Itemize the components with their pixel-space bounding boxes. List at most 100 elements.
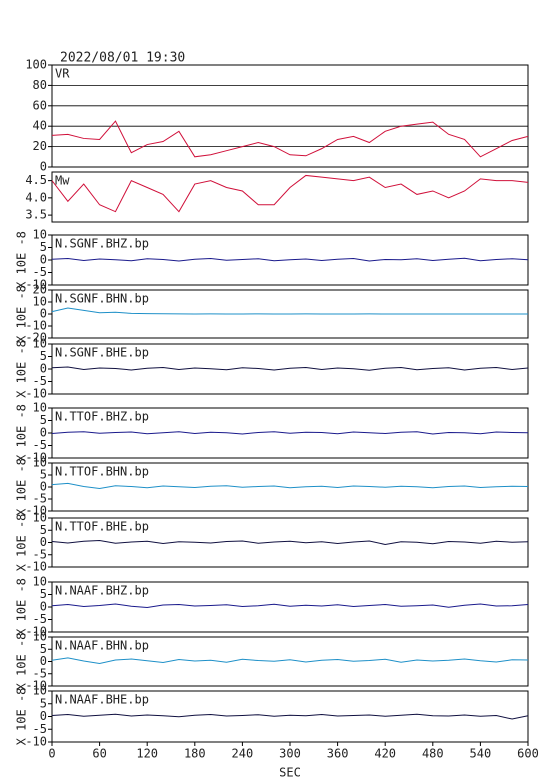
y-axis-label: X 10E -8 <box>15 458 29 516</box>
y-tick-label: -20 <box>25 331 47 345</box>
panel-label: N.TTOF.BHZ.bp <box>55 410 149 424</box>
y-axis-label: X 10E -8 <box>15 404 29 462</box>
x-tick-label: 120 <box>136 747 158 761</box>
panel-label: N.SGNF.BHZ.bp <box>55 237 149 251</box>
y-axis-label: X 10E -8 <box>15 688 29 746</box>
y-tick-label: 0 <box>40 426 47 440</box>
y-axis-label: X 10E -8 <box>15 285 29 343</box>
y-tick-label: 0 <box>40 600 47 614</box>
y-tick-label: 100 <box>25 58 47 72</box>
y-tick-label: 10 <box>33 295 47 309</box>
y-axis-label: X 10E -8 <box>15 231 29 289</box>
y-tick-label: 5 <box>40 240 47 254</box>
panel-frame <box>51 171 529 223</box>
y-axis-label: X 10E -8 <box>15 633 29 691</box>
panel-label: N.TTOF.BHN.bp <box>55 465 149 479</box>
y-tick-label: -5 <box>33 547 47 561</box>
y-tick-label: 0 <box>40 160 47 174</box>
panel-label: N.NAAF.BHN.bp <box>55 639 149 653</box>
y-tick-label: 5 <box>40 413 47 427</box>
y-tick-label: 0 <box>40 362 47 376</box>
y-tick-label: 10 <box>33 511 47 525</box>
panel-label: N.TTOF.BHE.bp <box>55 520 149 534</box>
y-tick-label: 3.5 <box>25 208 47 222</box>
trace <box>51 713 529 720</box>
x-tick-label: 300 <box>279 747 301 761</box>
x-axis-label: SEC <box>279 766 301 780</box>
panel-frame <box>51 64 529 168</box>
y-tick-label: 5 <box>40 696 47 710</box>
y-tick-label: 0 <box>40 709 47 723</box>
y-tick-label: -10 <box>25 278 47 292</box>
y-tick-label: 0 <box>40 654 47 668</box>
y-tick-label: 0 <box>40 307 47 321</box>
y-tick-label: 10 <box>33 630 47 644</box>
panel-label: N.NAAF.BHZ.bp <box>55 584 149 598</box>
y-tick-label: -10 <box>25 451 47 465</box>
y-tick-label: 5 <box>40 523 47 537</box>
trace <box>51 257 529 262</box>
panel-label: N.SGNF.BHN.bp <box>55 292 149 306</box>
chart-title: 2022/08/01 19:30 <box>60 51 185 66</box>
y-tick-label: 10 <box>33 337 47 351</box>
y-tick-label: -10 <box>25 387 47 401</box>
y-tick-label: -10 <box>25 625 47 639</box>
y-tick-label: 10 <box>33 684 47 698</box>
y-tick-label: 20 <box>33 283 47 297</box>
y-axis-label: X 10E -8 <box>15 514 29 572</box>
panel-label: Mw <box>55 174 70 188</box>
trace <box>51 603 529 609</box>
trace <box>51 174 529 213</box>
y-tick-label: 10 <box>33 228 47 242</box>
y-tick-label: 40 <box>33 119 47 133</box>
y-tick-label: -10 <box>25 319 47 333</box>
y-tick-label: -5 <box>33 722 47 736</box>
y-tick-label: -5 <box>33 666 47 680</box>
x-tick-label: 240 <box>232 747 254 761</box>
x-tick-label: 180 <box>184 747 206 761</box>
y-axis-label: X 10E -8 <box>15 578 29 636</box>
y-tick-label: 5 <box>40 349 47 363</box>
y-tick-label: 0 <box>40 480 47 494</box>
x-tick-label: 360 <box>327 747 349 761</box>
y-tick-label: -5 <box>33 492 47 506</box>
y-tick-label: -5 <box>33 265 47 279</box>
trace <box>51 540 529 545</box>
y-tick-label: 5 <box>40 642 47 656</box>
y-tick-label: 4.5 <box>25 173 47 187</box>
x-tick-label: 0 <box>48 747 55 761</box>
trace <box>51 366 529 371</box>
trace <box>51 307 528 315</box>
x-tick-label: 540 <box>470 747 492 761</box>
y-tick-label: -10 <box>25 679 47 693</box>
trace <box>51 657 529 664</box>
y-tick-label: 0 <box>40 535 47 549</box>
y-tick-label: 60 <box>33 98 47 112</box>
x-tick-label: 420 <box>374 747 396 761</box>
y-tick-label: -5 <box>33 438 47 452</box>
x-tick-label: 600 <box>517 747 539 761</box>
y-tick-label: -10 <box>25 560 47 574</box>
y-tick-label: -10 <box>25 735 47 749</box>
panel-label: N.NAAF.BHE.bp <box>55 693 149 707</box>
x-tick-label: 480 <box>422 747 444 761</box>
y-tick-label: 10 <box>33 456 47 470</box>
trace <box>51 482 529 489</box>
y-tick-label: 5 <box>40 468 47 482</box>
y-tick-label: 5 <box>40 587 47 601</box>
y-tick-label: 10 <box>33 575 47 589</box>
y-tick-label: 20 <box>33 139 47 153</box>
x-tick-label: 60 <box>92 747 106 761</box>
y-tick-label: 10 <box>33 401 47 415</box>
y-tick-label: -5 <box>33 374 47 388</box>
trace <box>51 431 529 435</box>
y-tick-label: 80 <box>33 78 47 92</box>
panel-label: VR <box>55 67 70 81</box>
y-axis-label: X 10E -8 <box>15 340 29 398</box>
panel-label: N.SGNF.BHE.bp <box>55 346 149 360</box>
y-tick-label: -10 <box>25 504 47 518</box>
trace <box>51 120 529 158</box>
y-tick-label: -5 <box>33 612 47 626</box>
y-tick-label: 0 <box>40 253 47 267</box>
